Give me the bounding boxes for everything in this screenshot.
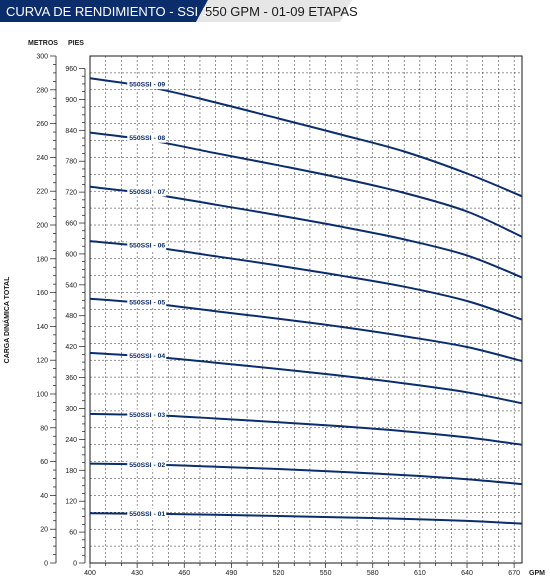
series-label-bg	[127, 79, 167, 90]
metros-tick-label: 60	[40, 459, 48, 466]
x-tick-label: 610	[414, 570, 426, 577]
series-label-550ssi-05: 550SSI - 05	[129, 299, 165, 306]
metros-tick-label: 300	[36, 54, 48, 61]
series-label-550ssi-07: 550SSI - 07	[129, 189, 165, 196]
subtitle-banner	[196, 0, 352, 22]
series-label-bg	[127, 508, 167, 519]
pies-tick-label: 240	[65, 437, 77, 444]
series-line-550ssi-04	[89, 351, 523, 405]
y-axis-title: CARGA DINÁMICA TOTAL	[2, 276, 11, 363]
metros-tick-label: 20	[40, 527, 48, 534]
pies-tick-label: 0	[73, 561, 77, 568]
pies-tick-label: 120	[65, 499, 77, 506]
x-tick-label: 670	[508, 570, 520, 577]
pies-tick-label: 780	[65, 159, 77, 166]
series-label-550ssi-04: 550SSI - 04	[129, 353, 165, 360]
grid	[89, 56, 522, 563]
series-label-bg	[127, 132, 167, 143]
metros-tick-label: 200	[36, 223, 48, 230]
metros-tick-label: 140	[36, 324, 48, 331]
series-label-bg	[127, 350, 167, 361]
metros-tick-label: 160	[36, 290, 48, 297]
axes: METROS PIES GPM CARGA DINÁMICA TOTAL 0 20 40 60…	[2, 40, 545, 577]
metros-tick-label: 0	[44, 561, 48, 568]
series-label-bg	[127, 459, 167, 470]
series-label-bg	[127, 186, 167, 197]
pies-tick-label: 420	[65, 344, 77, 351]
series-line-550ssi-07	[89, 185, 523, 279]
series-line-550ssi-09	[89, 77, 523, 198]
x-tick-label: 550	[320, 570, 332, 577]
x-tick-label: 640	[461, 570, 473, 577]
metros-tick-label: 120	[36, 358, 48, 365]
x-tick-label: 430	[131, 570, 143, 577]
pies-tick-label: 300	[65, 406, 77, 413]
chart-header: CURVA DE RENDIMIENTO - SSI 10" 550 GPM -…	[0, 0, 358, 22]
series-label-550ssi-09: 550SSI - 09	[129, 82, 165, 89]
series-label-550ssi-08: 550SSI - 08	[129, 135, 165, 142]
pies-tick-label: 960	[65, 66, 77, 73]
pies-tick-label: 660	[65, 221, 77, 228]
pies-tick-label: 360	[65, 375, 77, 382]
pies-tick-label: 480	[65, 313, 77, 320]
x-tick-label: 490	[226, 570, 238, 577]
series-label-550ssi-02: 550SSI - 02	[129, 462, 165, 469]
x-tick-label: 400	[84, 570, 96, 577]
y-left-unit-label: METROS	[28, 40, 58, 47]
metros-tick-label: 280	[36, 87, 48, 94]
metros-tick-label: 80	[40, 425, 48, 432]
pies-tick-label: 180	[65, 468, 77, 475]
pies-tick-label: 720	[65, 190, 77, 197]
x-tick-label: 460	[178, 570, 190, 577]
metros-tick-label: 240	[36, 155, 48, 162]
pies-tick-label: 900	[65, 97, 77, 104]
metros-tick-label: 260	[36, 121, 48, 128]
pies-tick-label: 840	[65, 128, 77, 135]
metros-tick-label: 100	[36, 392, 48, 399]
series-label-550ssi-01: 550SSI - 01	[129, 511, 165, 518]
series-label-550ssi-06: 550SSI - 06	[129, 242, 165, 249]
metros-tick-label: 220	[36, 189, 48, 196]
pies-tick-label: 60	[69, 530, 77, 537]
series-label-bg	[127, 239, 167, 250]
series-labels: 550SSI - 01 550SSI - 02 550SSI - 03 550SSI …	[127, 79, 167, 519]
plot-frame	[89, 55, 523, 564]
chart-subtitle: 550 GPM - 01-09 ETAPAS	[205, 4, 358, 19]
series-label-bg	[127, 296, 167, 307]
x-unit-label: GPM	[529, 570, 545, 577]
metros-tick-label: 40	[40, 493, 48, 500]
pies-tick-label: 600	[65, 251, 77, 258]
series-label-550ssi-03: 550SSI - 03	[129, 412, 165, 419]
chart-title: CURVA DE RENDIMIENTO - SSI 10"	[6, 4, 221, 19]
pies-tick-label: 540	[65, 282, 77, 289]
y-right-unit-label: PIES	[68, 40, 84, 47]
x-tick-label: 520	[273, 570, 285, 577]
series-label-bg	[127, 409, 167, 420]
title-banner	[0, 0, 208, 22]
x-tick-label: 580	[367, 570, 379, 577]
metros-tick-label: 180	[36, 256, 48, 263]
